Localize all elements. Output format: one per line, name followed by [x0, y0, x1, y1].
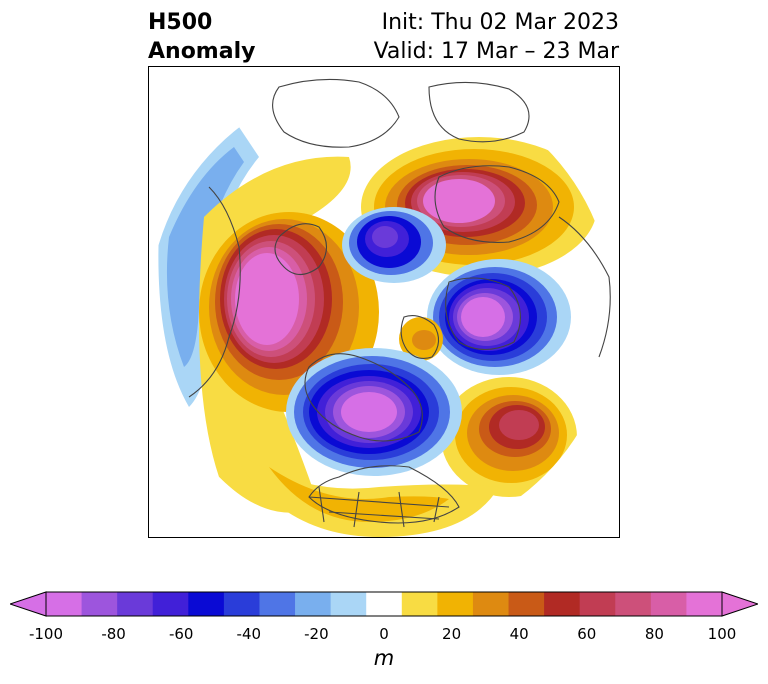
coastlines	[188, 78, 611, 528]
colorbar-cell	[188, 592, 225, 616]
colorbar-tick-label: -80	[101, 625, 126, 643]
colorbar-cell	[366, 592, 403, 616]
colorbar-tick-label: 80	[644, 625, 664, 643]
colorbar-tick-label: -100	[28, 625, 64, 643]
colorbar-tick-label: -40	[236, 625, 262, 643]
colorbar-cell	[686, 592, 723, 616]
valid-range: Valid: 17 Mar – 23 Mar	[373, 39, 619, 64]
colorbar-cell	[437, 592, 474, 616]
plot-dates: Init: Thu 02 Mar 2023 Valid: 17 Mar – 23…	[374, 8, 619, 66]
colorbar-cell	[46, 592, 82, 616]
colorbar-cell	[579, 592, 616, 616]
field-label: Anomaly	[148, 39, 256, 64]
colorbar-tick-label: -60	[168, 625, 194, 643]
colorbar-tick-label: 20	[442, 625, 462, 643]
colorbar-cell	[117, 592, 154, 616]
variable-label: H500	[148, 10, 213, 35]
colorbar-cell	[330, 592, 367, 616]
colorbar-high-extension	[721, 591, 758, 617]
colorbar-cell	[401, 592, 438, 616]
anomaly-fill	[158, 127, 597, 537]
colorbar-low-extension	[10, 591, 47, 617]
colorbar-tick-label: -20	[304, 625, 329, 643]
plot-title: H500 Anomaly	[148, 8, 255, 66]
colorbar-cell	[650, 592, 687, 616]
colorbar-tick-label: 100	[707, 625, 737, 643]
init-date: Init: Thu 02 Mar 2023	[381, 10, 619, 35]
colorbar-cell	[508, 592, 545, 616]
colorbar-cell	[259, 592, 296, 616]
colorbar-tick-label: 0	[379, 625, 389, 643]
colorbar-tick-label: 40	[509, 625, 529, 643]
colorbar-tick-label: 60	[577, 625, 597, 643]
colorbar-cell	[472, 592, 509, 616]
colorbar	[10, 591, 758, 617]
colorbar-outline	[45, 591, 723, 617]
colorbar-cell	[615, 592, 652, 616]
colorbar-cell	[223, 592, 260, 616]
anomaly-map	[158, 78, 611, 537]
colorbar-cell	[81, 592, 118, 616]
colorbar-cell	[544, 592, 581, 616]
colorbar-cells	[46, 592, 723, 616]
map-panel	[148, 66, 620, 538]
colorbar-cell	[152, 592, 189, 616]
colorbar-cell	[295, 592, 332, 616]
colorbar-unit: m	[373, 646, 395, 670]
